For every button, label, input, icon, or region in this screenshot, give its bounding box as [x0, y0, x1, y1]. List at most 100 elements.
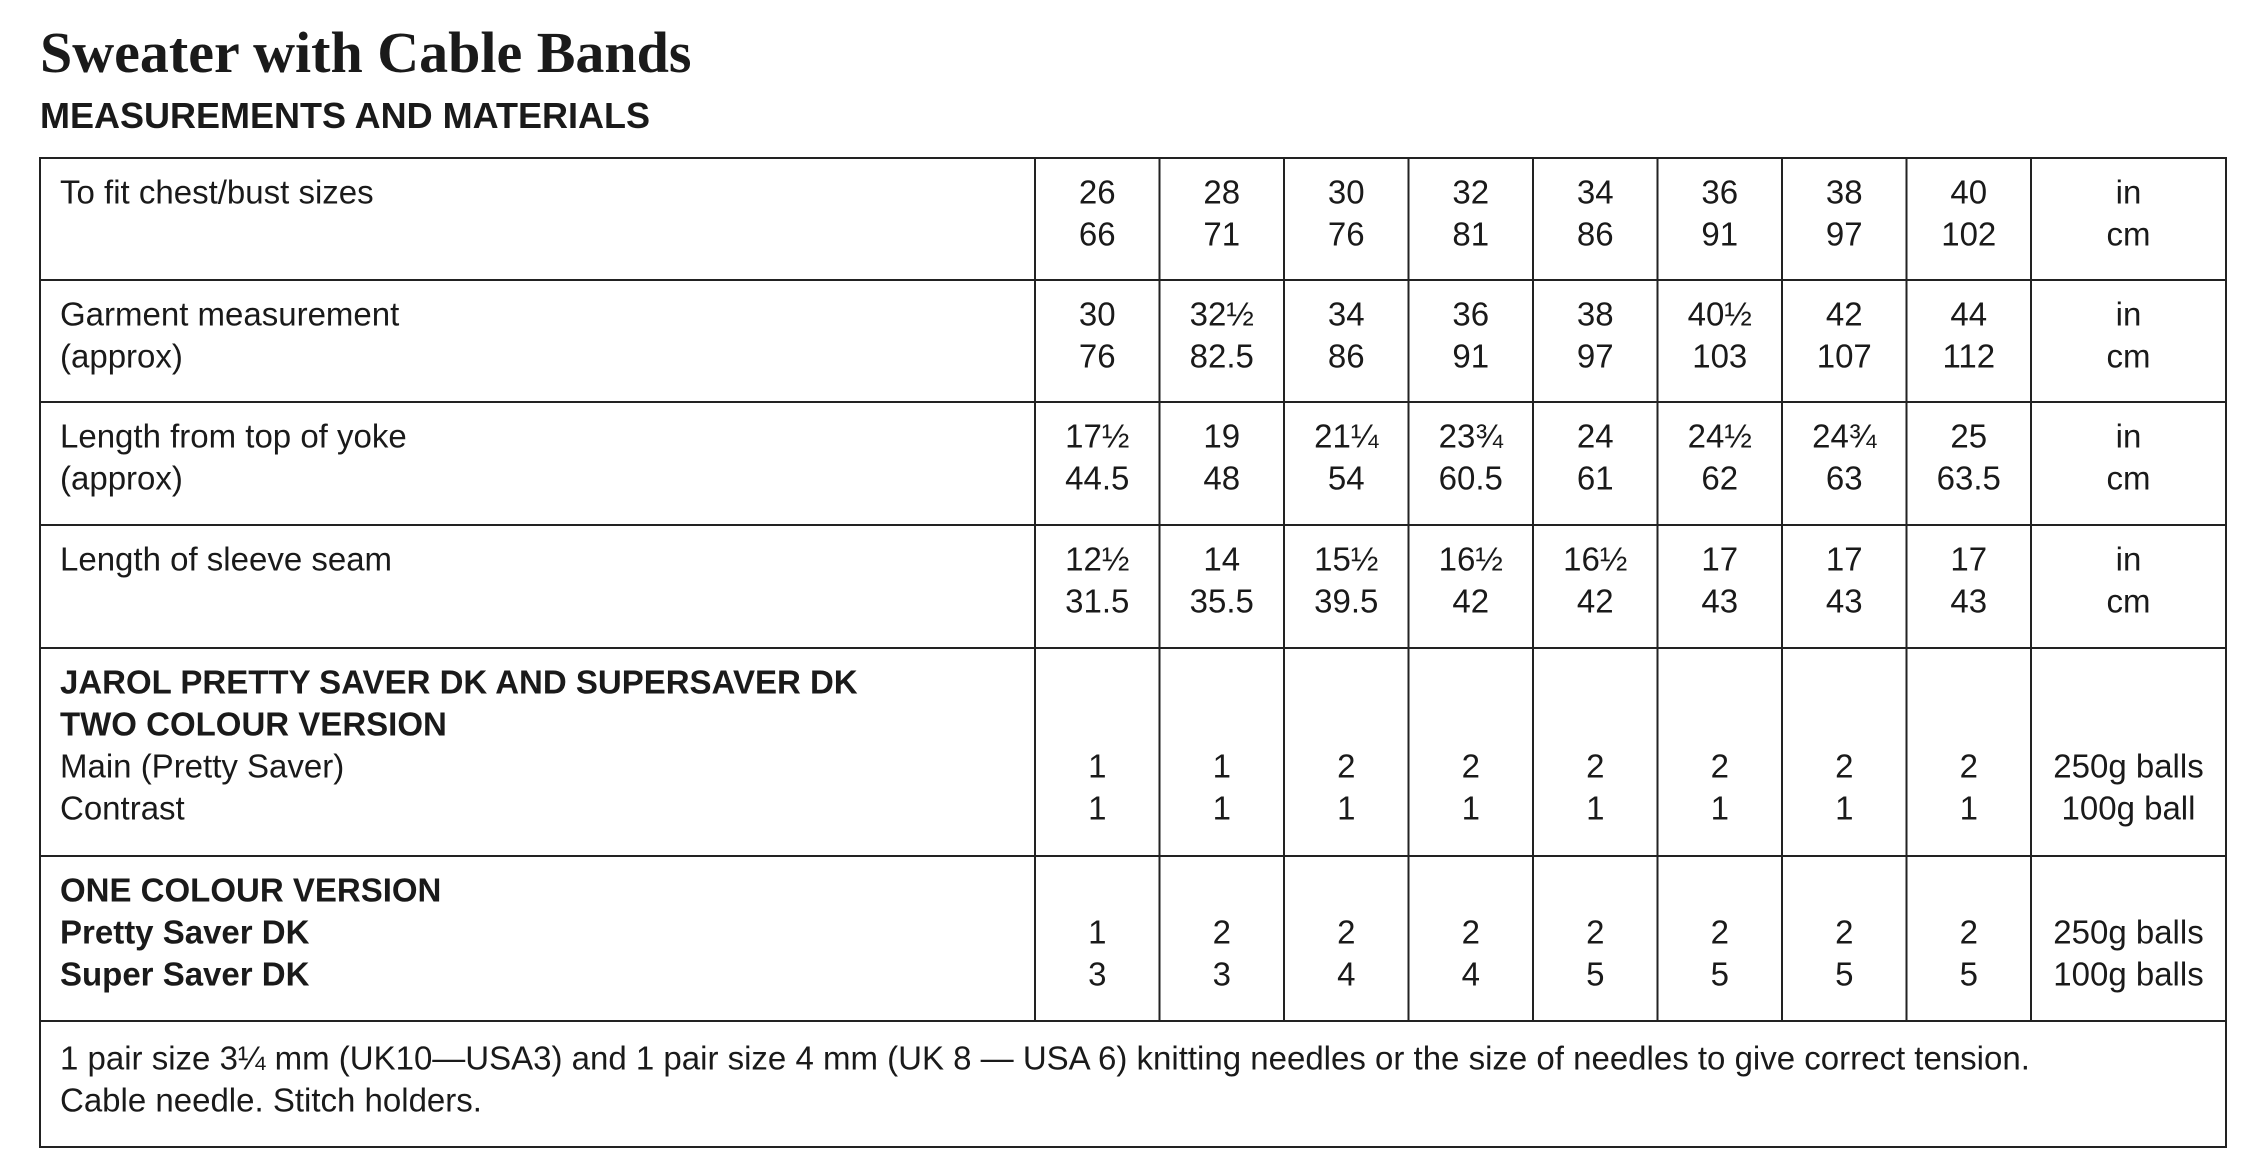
cell-value: 32½ — [1190, 296, 1254, 333]
cell-value: 2 — [1213, 914, 1231, 951]
unit: 250g balls — [2053, 748, 2203, 785]
cell-value: 102 — [1941, 216, 1996, 253]
cell-value: 43 — [1950, 583, 1987, 620]
cell-value: 2 — [1337, 748, 1355, 785]
cell-value: 1 — [1088, 790, 1106, 827]
cell-value: 43 — [1826, 583, 1863, 620]
cell-value: 82.5 — [1190, 338, 1254, 375]
cell-value: 44 — [1950, 296, 1987, 333]
cell-value: 24¾ — [1812, 418, 1877, 455]
cell-value: 28 — [1203, 174, 1240, 211]
cell-value: 1 — [1462, 790, 1480, 827]
cell-value: 2 — [1462, 914, 1480, 951]
cell-value: 107 — [1817, 338, 1872, 375]
row-label: Pretty Saver DK — [60, 914, 310, 951]
cell-value: 38 — [1826, 174, 1863, 211]
cell-value: 103 — [1692, 338, 1747, 375]
row-label: (approx) — [60, 460, 183, 497]
cell-value: 34 — [1328, 296, 1365, 333]
cell-value: 2 — [1960, 748, 1978, 785]
subtitle: MEASUREMENTS AND MATERIALS — [40, 95, 650, 136]
cell-value: 25 — [1950, 418, 1987, 455]
cell-value: 97 — [1577, 338, 1614, 375]
cell-value: 5 — [1711, 956, 1729, 993]
cell-value: 1 — [1711, 790, 1729, 827]
cell-value: 1 — [1337, 790, 1355, 827]
row-label: TWO COLOUR VERSION — [60, 706, 447, 743]
cell-value: 24 — [1577, 418, 1614, 455]
cell-value: 32 — [1452, 174, 1489, 211]
cell-value: 12½ — [1065, 541, 1129, 578]
title: Sweater with Cable Bands — [40, 20, 691, 85]
cell-value: 44.5 — [1065, 460, 1129, 497]
cell-value: 42 — [1826, 296, 1863, 333]
unit: in — [2116, 296, 2142, 333]
footer-text: Cable needle. Stitch holders. — [60, 1082, 482, 1119]
cell-value: 63 — [1826, 460, 1863, 497]
cell-value: 36 — [1701, 174, 1738, 211]
cell-value: 36 — [1452, 296, 1489, 333]
cell-value: 2 — [1337, 914, 1355, 951]
row-label: Length of sleeve seam — [60, 541, 392, 578]
cell-value: 17 — [1701, 541, 1738, 578]
cell-value: 24½ — [1688, 418, 1752, 455]
row-label: Contrast — [60, 790, 185, 827]
unit: cm — [2107, 216, 2151, 253]
unit: in — [2116, 418, 2142, 455]
cell-value: 17½ — [1065, 418, 1129, 455]
cell-value: 40 — [1950, 174, 1987, 211]
cell-value: 31.5 — [1065, 583, 1129, 620]
row-label: (approx) — [60, 338, 183, 375]
cell-value: 66 — [1079, 216, 1116, 253]
unit: cm — [2107, 583, 2151, 620]
cell-value: 54 — [1328, 460, 1365, 497]
cell-value: 63.5 — [1937, 460, 2001, 497]
cell-value: 14 — [1203, 541, 1240, 578]
cell-value: 38 — [1577, 296, 1614, 333]
unit: 250g balls — [2053, 914, 2203, 951]
cell-value: 97 — [1826, 216, 1863, 253]
cell-value: 86 — [1577, 216, 1614, 253]
cell-value: 16½ — [1439, 541, 1503, 578]
cell-value: 5 — [1835, 956, 1853, 993]
cell-value: 16½ — [1563, 541, 1627, 578]
cell-value: 71 — [1203, 216, 1240, 253]
cell-value: 3 — [1213, 956, 1231, 993]
footer-text: 1 pair size 3¼ mm (UK10—USA3) and 1 pair… — [60, 1040, 2030, 1077]
cell-value: 48 — [1203, 460, 1240, 497]
cell-value: 34 — [1577, 174, 1614, 211]
cell-value: 17 — [1950, 541, 1987, 578]
cell-value: 2 — [1586, 914, 1604, 951]
cell-value: 81 — [1452, 216, 1489, 253]
cell-value: 2 — [1711, 748, 1729, 785]
cell-value: 35.5 — [1190, 583, 1254, 620]
cell-value: 2 — [1835, 748, 1853, 785]
row-label: Main (Pretty Saver) — [60, 748, 344, 785]
cell-value: 42 — [1577, 583, 1614, 620]
cell-value: 76 — [1079, 338, 1116, 375]
cell-value: 4 — [1337, 956, 1355, 993]
cell-value: 1 — [1586, 790, 1604, 827]
cell-value: 21¼ — [1314, 418, 1379, 455]
cell-value: 17 — [1826, 541, 1863, 578]
cell-value: 61 — [1577, 460, 1614, 497]
cell-value: 30 — [1079, 296, 1116, 333]
unit: in — [2116, 174, 2142, 211]
cell-value: 76 — [1328, 216, 1365, 253]
unit: 100g ball — [2062, 790, 2196, 827]
cell-value: 1 — [1835, 790, 1853, 827]
cell-value: 2 — [1586, 748, 1604, 785]
cell-value: 26 — [1079, 174, 1116, 211]
unit: 100g balls — [2053, 956, 2203, 993]
cell-value: 91 — [1452, 338, 1489, 375]
cell-value: 43 — [1701, 583, 1738, 620]
cell-value: 2 — [1835, 914, 1853, 951]
row-label: Super Saver DK — [60, 956, 310, 993]
cell-value: 1 — [1088, 748, 1106, 785]
row-label: JAROL PRETTY SAVER DK AND SUPERSAVER DK — [60, 664, 858, 701]
cell-value: 30 — [1328, 174, 1365, 211]
cell-value: 1 — [1213, 748, 1231, 785]
cell-value: 5 — [1960, 956, 1978, 993]
cell-value: 19 — [1203, 418, 1240, 455]
